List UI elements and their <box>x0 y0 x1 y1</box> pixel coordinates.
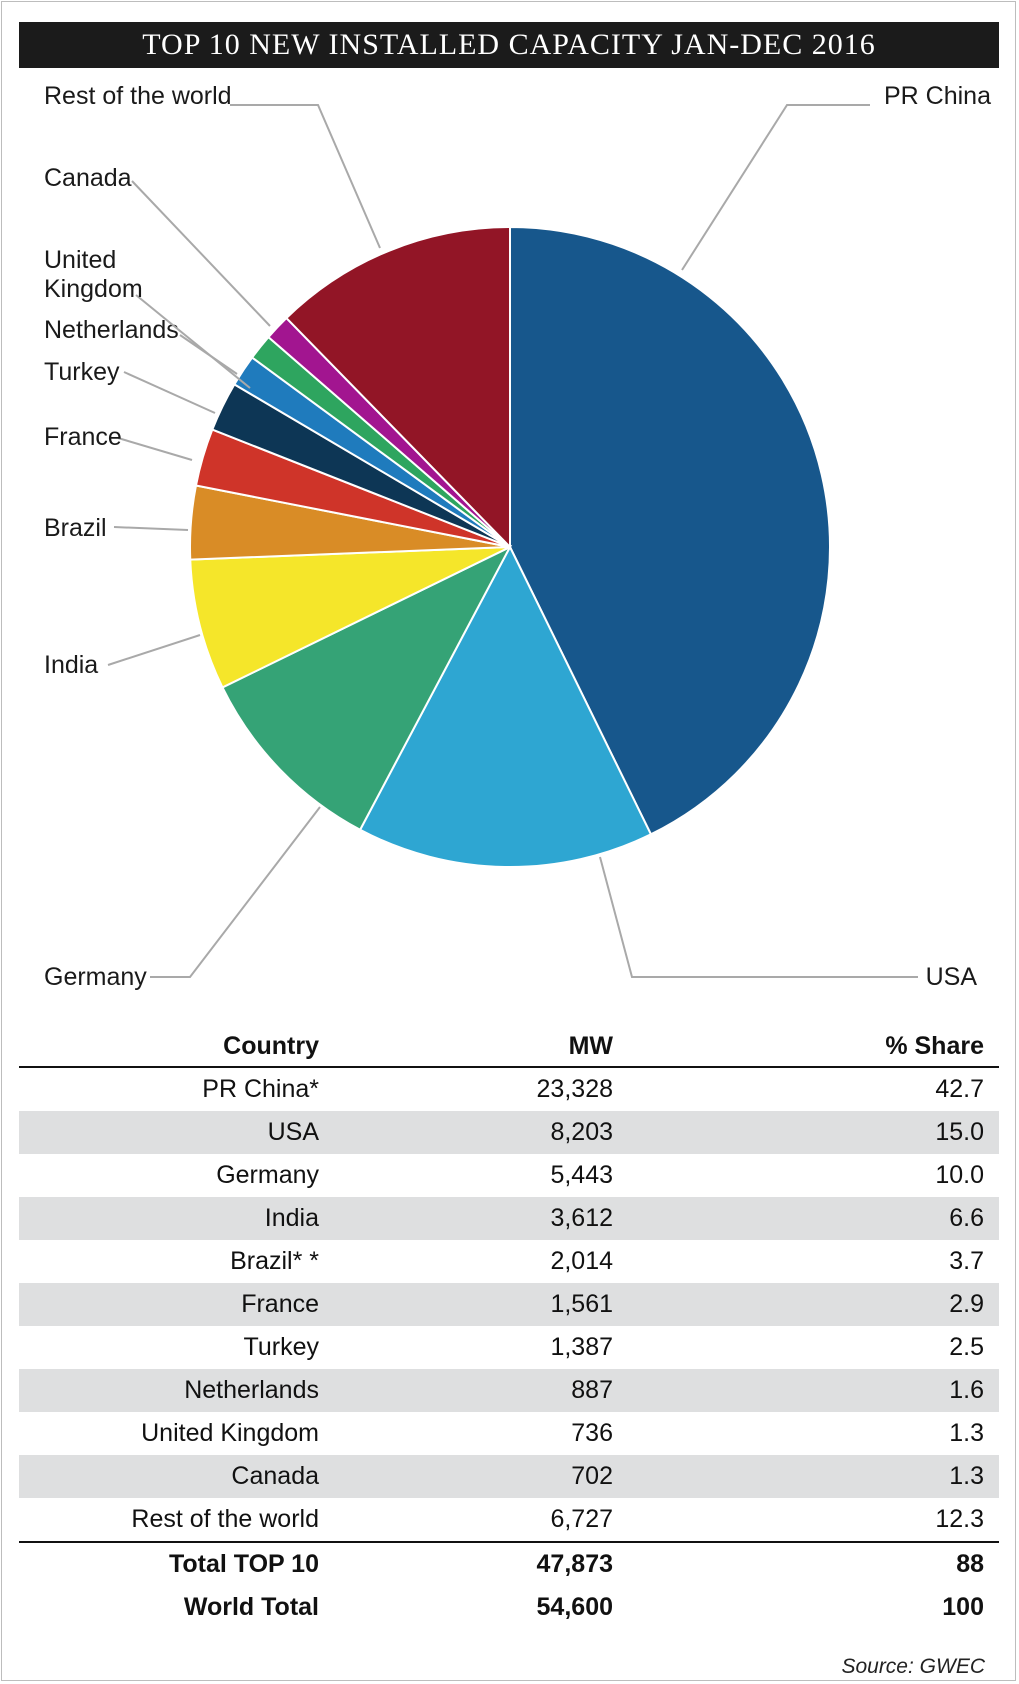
cell-mw: 5,443 <box>550 1161 613 1189</box>
cell-country: Turkey <box>243 1333 319 1361</box>
cell-mw: 1,387 <box>550 1333 613 1361</box>
slice-label: Netherlands <box>44 316 179 344</box>
leader-line <box>113 526 189 531</box>
cell-share: 88 <box>956 1550 984 1578</box>
cell-country: Netherlands <box>184 1376 319 1404</box>
table-row: Brazil* * 2,014 3.7 <box>19 1240 999 1283</box>
pie-chart: PR China USA Germany India Brazil France Turke… <box>44 82 991 991</box>
cell-share: 2.9 <box>949 1290 984 1318</box>
cell-country: USA <box>267 1118 319 1146</box>
cell-country: India <box>264 1204 319 1232</box>
header-mw: MW <box>568 1032 613 1060</box>
slice-label: United Kingdom <box>44 246 143 303</box>
header-share: % Share <box>885 1032 984 1060</box>
cell-country: Brazil* * <box>230 1247 319 1275</box>
total-row: World Total 54,600 100 <box>19 1586 999 1629</box>
pie-slice-germany <box>221 544 513 832</box>
table-row: France 1,561 2.9 <box>19 1283 999 1326</box>
pie-slice-usa <box>358 544 653 868</box>
cell-share: 100 <box>942 1593 984 1621</box>
leader-line <box>681 104 870 271</box>
cell-mw: 8,203 <box>550 1118 613 1146</box>
cell-mw: 2,014 <box>550 1247 613 1275</box>
cell-share: 6.6 <box>949 1204 984 1232</box>
capacity-table: Country MW % Share PR China* 23,328 42.7 U… <box>19 1025 999 1629</box>
slice-label: India <box>44 651 98 679</box>
cell-share: 1.3 <box>949 1462 984 1490</box>
table-row: Turkey 1,387 2.5 <box>19 1326 999 1369</box>
cell-country: France <box>241 1290 319 1318</box>
leader-line <box>135 294 251 389</box>
leader-line <box>107 634 201 666</box>
table-row: Canada 702 1.3 <box>19 1455 999 1498</box>
cell-country: Rest of the world <box>131 1505 319 1533</box>
cell-mw: 23,328 <box>536 1075 613 1103</box>
cell-country: Total TOP 10 <box>168 1550 319 1578</box>
cell-share: 42.7 <box>935 1075 984 1103</box>
header-country: Country <box>223 1032 319 1060</box>
slice-label: Turkey <box>44 358 120 386</box>
cell-mw: 887 <box>571 1376 613 1404</box>
pie-slice-india <box>189 546 511 689</box>
cell-mw: 702 <box>571 1462 613 1490</box>
table-row: PR China* 23,328 42.7 <box>19 1068 999 1111</box>
cell-country: World Total <box>183 1593 319 1621</box>
cell-share: 1.6 <box>949 1376 984 1404</box>
cell-country: Canada <box>231 1462 319 1490</box>
cell-mw: 3,612 <box>550 1204 613 1232</box>
cell-mw: 1,561 <box>550 1290 613 1318</box>
chart-title: TOP 10 NEW INSTALLED CAPACITY JAN-DEC 20… <box>19 22 999 68</box>
slice-label: USA <box>926 963 978 991</box>
cell-country: Germany <box>216 1161 319 1189</box>
table-row: India 3,612 6.6 <box>19 1197 999 1240</box>
cell-share: 1.3 <box>949 1419 984 1447</box>
leader-line <box>131 180 271 327</box>
cell-mw: 736 <box>571 1419 613 1447</box>
leader-line <box>123 371 216 414</box>
table-row: United Kingdom 736 1.3 <box>19 1412 999 1455</box>
table-row: Rest of the world 6,727 12.3 <box>19 1498 999 1543</box>
leader-line <box>117 437 193 461</box>
table-row: Netherlands 887 1.6 <box>19 1369 999 1412</box>
cell-share: 2.5 <box>949 1333 984 1361</box>
cell-mw: 47,873 <box>536 1550 613 1578</box>
cell-country: PR China* <box>202 1075 319 1103</box>
cell-share: 10.0 <box>935 1161 984 1189</box>
cell-mw: 6,727 <box>550 1505 613 1533</box>
slice-label: France <box>44 423 122 451</box>
table-header-row: Country MW % Share <box>19 1025 999 1068</box>
leader-line <box>599 856 918 978</box>
cell-share: 15.0 <box>935 1118 984 1146</box>
table-row: USA 8,203 15.0 <box>19 1111 999 1154</box>
cell-share: 3.7 <box>949 1247 984 1275</box>
slice-label: Canada <box>44 164 132 192</box>
slice-label: Rest of the world <box>44 82 232 110</box>
leader-line <box>230 104 381 249</box>
total-row: Total TOP 10 47,873 88 <box>19 1543 999 1586</box>
pie-slice-rest-of-the-world <box>284 225 511 550</box>
cell-mw: 54,600 <box>536 1593 613 1621</box>
source-note: Source: GWEC <box>841 1655 985 1678</box>
cell-share: 12.3 <box>935 1505 984 1533</box>
cell-country: United Kingdom <box>141 1419 319 1447</box>
leader-line <box>150 806 321 978</box>
table-row: Germany 5,443 10.0 <box>19 1154 999 1197</box>
slice-label: Brazil <box>44 514 107 542</box>
pie-slice-pr-china <box>509 225 831 836</box>
slice-label: Germany <box>44 963 147 991</box>
slice-label: PR China <box>884 82 991 110</box>
